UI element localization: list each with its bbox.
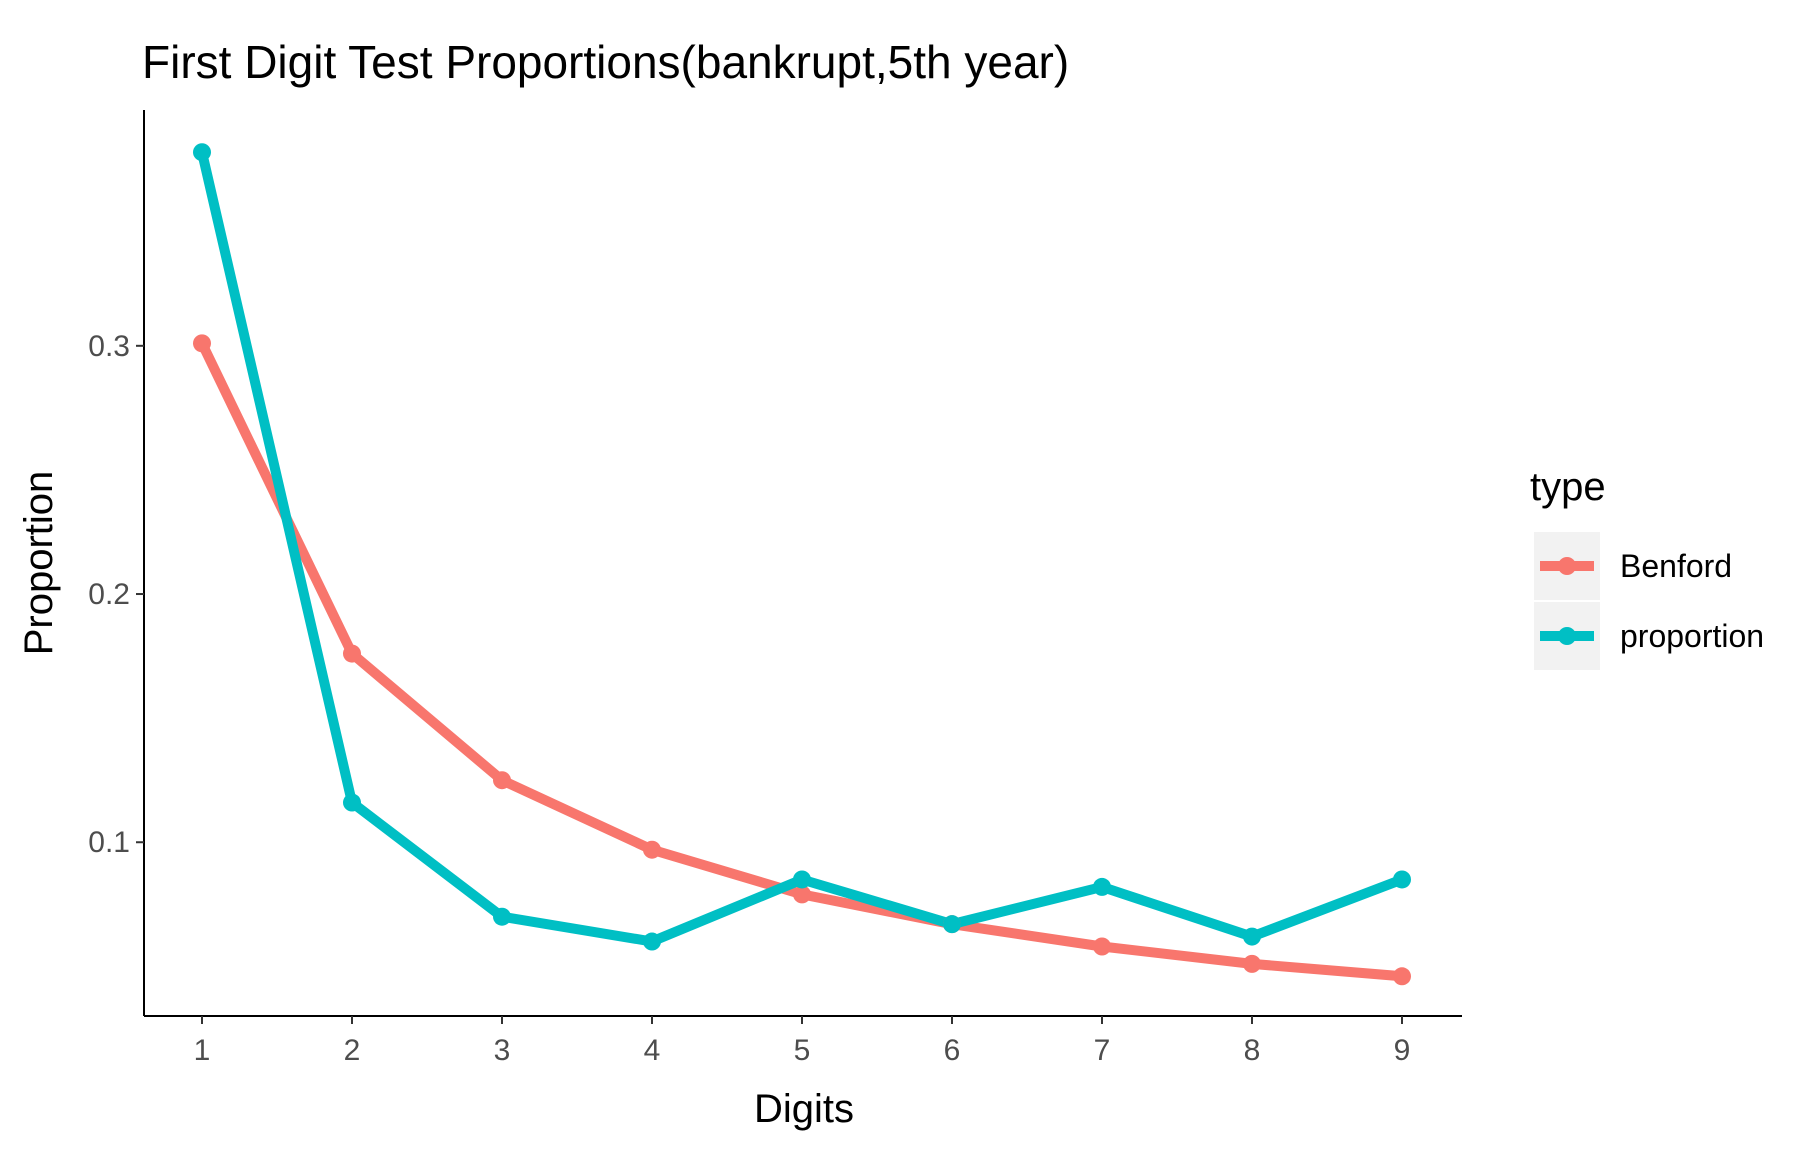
data-point-proportion	[343, 793, 361, 812]
data-point-benford	[793, 885, 811, 904]
x-tick-label: 9	[1394, 1034, 1411, 1067]
x-tick-label: 6	[944, 1034, 961, 1067]
data-point-proportion	[643, 932, 661, 951]
plot-area: 0.1 0.2 0.3 1 2 3 4 5 6 7 8 9	[88, 110, 1462, 1067]
x-tick-label: 4	[644, 1034, 661, 1067]
series-line-proportion	[197, 147, 1407, 947]
legend: type Benford proportion	[1530, 465, 1764, 670]
x-axis-title: Digits	[754, 1087, 854, 1131]
y-tick-label: 0.3	[88, 330, 130, 363]
x-tick-label: 5	[794, 1034, 811, 1067]
x-axis-ticks: 1 2 3 4 5 6 7 8 9	[194, 1016, 1411, 1067]
x-tick-label: 2	[344, 1034, 361, 1067]
data-point-benford	[1093, 937, 1111, 956]
x-tick-label: 7	[1094, 1034, 1111, 1067]
x-tick-label: 1	[194, 1034, 211, 1067]
x-tick-label: 8	[1244, 1034, 1261, 1067]
data-point-proportion	[1393, 870, 1411, 889]
y-axis-title: Proportion	[17, 471, 61, 656]
y-tick-label: 0.1	[88, 826, 130, 859]
data-point-proportion	[193, 143, 211, 162]
legend-title: type	[1530, 465, 1606, 509]
legend-key-point	[1558, 557, 1576, 575]
y-axis-ticks: 0.1 0.2 0.3	[88, 330, 144, 859]
legend-key-point	[1558, 627, 1576, 645]
legend-items: Benford proportion	[1534, 532, 1764, 670]
data-point-benford	[1243, 954, 1261, 973]
data-point-proportion	[1243, 927, 1261, 946]
y-tick-label: 0.2	[88, 578, 130, 611]
legend-label: Benford	[1620, 548, 1732, 584]
data-point-proportion	[793, 870, 811, 889]
data-point-benford	[1393, 967, 1411, 986]
data-point-proportion	[943, 915, 961, 934]
data-point-benford	[643, 840, 661, 859]
data-point-benford	[343, 644, 361, 663]
data-point-benford	[493, 771, 511, 790]
data-point-proportion	[493, 907, 511, 926]
series-lines	[197, 147, 1407, 982]
data-point-proportion	[1093, 877, 1111, 896]
x-tick-label: 3	[494, 1034, 511, 1067]
legend-label: proportion	[1620, 618, 1764, 654]
series-points	[193, 143, 1411, 986]
chart-title: First Digit Test Proportions(bankrupt,5t…	[142, 36, 1069, 88]
data-point-benford	[193, 334, 211, 353]
